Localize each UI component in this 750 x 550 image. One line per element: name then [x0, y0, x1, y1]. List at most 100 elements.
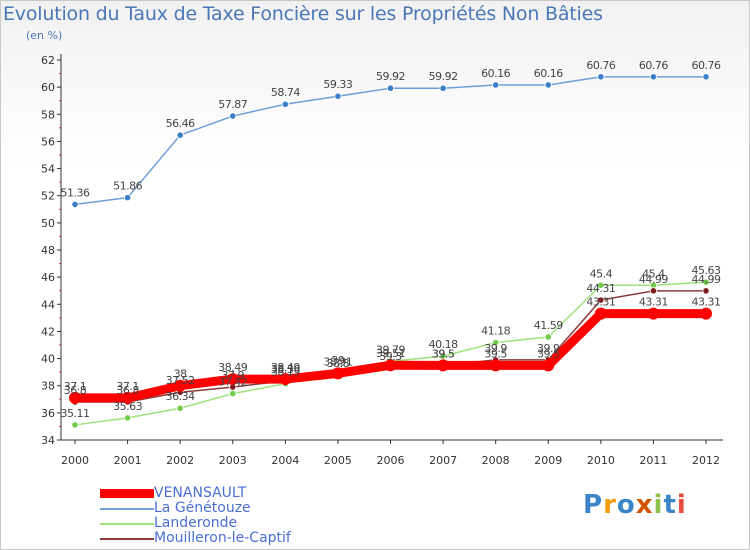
- data-point: [700, 307, 712, 320]
- data-label: 44.99: [639, 273, 668, 286]
- data-label: 59.92: [429, 70, 458, 83]
- data-point: [121, 391, 134, 404]
- legend-swatch: [100, 507, 154, 510]
- data-label: 39.79: [376, 343, 405, 356]
- logo-letter: o: [616, 490, 636, 520]
- y-tick-label: 50: [41, 217, 55, 230]
- data-point: [386, 84, 395, 92]
- data-point: [281, 100, 289, 108]
- data-label: 60.16: [481, 67, 510, 80]
- y-tick-label: 56: [41, 135, 55, 148]
- data-point: [489, 359, 502, 372]
- data-label: 43.31: [639, 296, 668, 309]
- data-label: 57.87: [218, 98, 247, 111]
- data-point: [492, 338, 500, 347]
- data-label: 37.52: [166, 374, 195, 387]
- logo-letter: x: [635, 490, 654, 520]
- data-label: 39.5: [432, 347, 455, 360]
- data-point: [123, 194, 132, 202]
- data-label: 39.51: [376, 347, 405, 360]
- logo-letter: t: [663, 490, 677, 520]
- data-point: [649, 287, 658, 295]
- data-label: 51.36: [61, 186, 90, 199]
- data-label: 60.16: [534, 67, 563, 80]
- data-point: [229, 389, 237, 398]
- x-tick-label: 2007: [429, 454, 457, 467]
- data-label: 39.5: [484, 347, 507, 360]
- data-label: 51.86: [113, 180, 142, 193]
- y-tick-label: 34: [41, 434, 55, 447]
- x-tick-label: 2010: [587, 454, 615, 467]
- data-point: [702, 287, 710, 295]
- x-tick-label: 2008: [482, 454, 510, 467]
- data-point: [544, 333, 552, 341]
- x-tick-label: 2009: [534, 454, 562, 467]
- data-point: [176, 404, 184, 412]
- legend-label: Landeronde: [154, 515, 238, 531]
- y-tick-label: 62: [41, 54, 55, 67]
- data-label: 39.5: [537, 347, 560, 360]
- legend-item: La Génétouze: [100, 501, 291, 516]
- data-label: 60.76: [639, 59, 668, 72]
- logo-letter: P: [583, 490, 604, 520]
- data-label: 38.15: [271, 366, 300, 379]
- data-point: [594, 307, 607, 320]
- x-tick-label: 2004: [271, 454, 299, 467]
- data-label: 36.8: [64, 384, 87, 397]
- data-point: [123, 414, 132, 422]
- logo-letter: i: [676, 490, 687, 520]
- data-label: 60.76: [692, 59, 721, 72]
- data-label: 37.1: [116, 380, 139, 393]
- data-label: 36.34: [166, 390, 195, 403]
- x-tick-label: 2012: [692, 454, 720, 467]
- data-point: [649, 73, 658, 81]
- legend-item: VENANSAULT: [100, 486, 291, 501]
- data-point: [331, 367, 344, 380]
- data-label: 39: [331, 354, 344, 367]
- legend-label: VENANSAULT: [154, 485, 247, 501]
- x-tick-label: 2001: [114, 454, 142, 467]
- data-point: [71, 421, 79, 429]
- y-tick-label: 46: [41, 271, 55, 284]
- y-tick-label: 60: [41, 81, 55, 94]
- data-point: [176, 131, 184, 139]
- data-point: [492, 81, 500, 89]
- legend-label: La Génétouze: [154, 500, 251, 516]
- data-point: [597, 296, 605, 304]
- data-label: 41.18: [481, 325, 510, 338]
- data-label: 43.31: [692, 296, 721, 309]
- data-point: [542, 359, 555, 372]
- y-unit-label: (en %): [26, 29, 63, 42]
- data-point: [597, 281, 605, 289]
- y-tick-label: 44: [41, 298, 55, 311]
- data-label: 37.9: [222, 369, 245, 382]
- legend: VENANSAULT La Génétouze Landeronde Mouiller…: [100, 486, 291, 546]
- legend-label: Mouilleron-le-Captif: [154, 530, 291, 546]
- data-point: [279, 373, 292, 386]
- data-label: 36.8: [116, 384, 139, 397]
- x-tick-label: 2002: [166, 454, 194, 467]
- data-label: 41.59: [534, 319, 563, 332]
- data-point: [384, 359, 397, 372]
- data-label: 45.4: [590, 267, 613, 280]
- y-tick-label: 54: [41, 163, 55, 176]
- y-tick-label: 40: [41, 353, 55, 366]
- y-tick-label: 42: [41, 325, 55, 338]
- data-point: [226, 373, 239, 386]
- data-label: 39.3: [379, 350, 402, 363]
- data-point: [544, 81, 552, 89]
- data-label: 35.63: [113, 400, 142, 413]
- data-label: 43.31: [586, 296, 615, 309]
- data-label: 35.11: [61, 407, 90, 420]
- data-point: [229, 112, 237, 120]
- data-label: 39.5: [432, 347, 455, 360]
- y-tick-label: 38: [41, 380, 55, 393]
- data-point: [597, 73, 605, 81]
- data-label: 59.33: [323, 78, 352, 91]
- proxiti-logo: Proxiti: [583, 490, 687, 520]
- data-point: [702, 278, 710, 286]
- data-label: 44.99: [692, 273, 721, 286]
- data-label: 59.92: [376, 70, 405, 83]
